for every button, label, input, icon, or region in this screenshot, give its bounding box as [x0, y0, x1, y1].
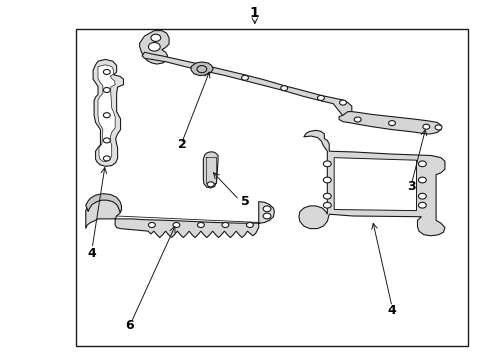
Bar — [76, 29, 468, 346]
Circle shape — [148, 222, 155, 228]
Circle shape — [354, 117, 361, 122]
Circle shape — [173, 222, 180, 228]
Circle shape — [418, 177, 426, 183]
Text: 1: 1 — [250, 6, 260, 19]
Circle shape — [389, 121, 395, 126]
Circle shape — [103, 87, 110, 93]
Circle shape — [323, 202, 331, 208]
Text: 3: 3 — [407, 180, 416, 193]
Circle shape — [207, 182, 214, 187]
Polygon shape — [98, 65, 115, 161]
Circle shape — [151, 34, 161, 41]
Circle shape — [197, 66, 207, 73]
Circle shape — [197, 222, 204, 228]
Circle shape — [435, 125, 442, 130]
Circle shape — [263, 206, 271, 212]
Polygon shape — [93, 59, 123, 166]
Polygon shape — [86, 197, 274, 238]
Circle shape — [323, 193, 331, 199]
Polygon shape — [86, 194, 122, 212]
Polygon shape — [299, 130, 445, 236]
Polygon shape — [191, 62, 213, 76]
Circle shape — [318, 95, 324, 100]
Circle shape — [242, 75, 248, 80]
Text: 4: 4 — [388, 304, 396, 317]
Circle shape — [281, 86, 288, 91]
Circle shape — [222, 222, 229, 228]
Circle shape — [103, 113, 110, 118]
Circle shape — [103, 138, 110, 143]
Text: 4: 4 — [88, 247, 97, 260]
Polygon shape — [203, 152, 218, 188]
Text: 6: 6 — [125, 319, 134, 332]
Polygon shape — [142, 52, 352, 116]
Circle shape — [148, 42, 160, 51]
Circle shape — [418, 193, 426, 199]
Polygon shape — [140, 31, 169, 64]
Circle shape — [423, 124, 430, 129]
Circle shape — [418, 161, 426, 167]
Text: 2: 2 — [178, 138, 187, 151]
Circle shape — [103, 156, 110, 161]
Circle shape — [246, 222, 253, 228]
Circle shape — [323, 177, 331, 183]
Circle shape — [323, 161, 331, 167]
Circle shape — [103, 69, 110, 75]
Text: 5: 5 — [241, 195, 250, 208]
Polygon shape — [334, 158, 416, 211]
Polygon shape — [339, 112, 441, 134]
Circle shape — [340, 100, 346, 105]
Circle shape — [418, 202, 426, 208]
Circle shape — [263, 213, 271, 219]
